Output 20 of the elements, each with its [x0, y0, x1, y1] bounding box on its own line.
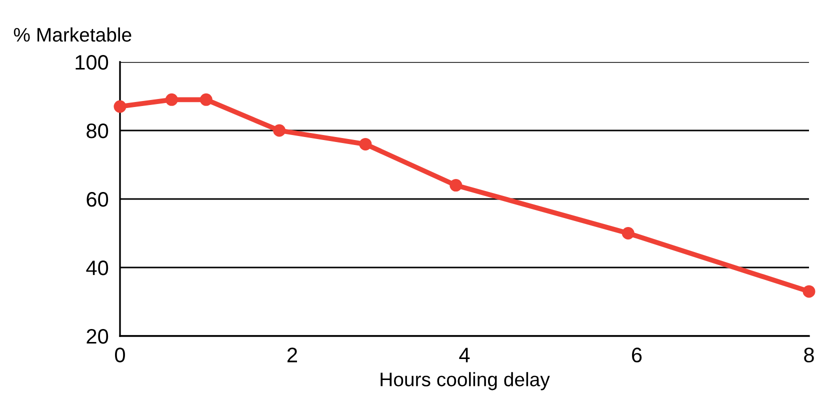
y-tick-label: 80: [86, 124, 108, 138]
y-tick-label: 100: [76, 55, 108, 70]
x-axis-title: Hours cooling delay: [380, 372, 550, 390]
x-tick-label: 0: [115, 348, 125, 362]
point: [114, 100, 126, 113]
y-tick-label: 40: [86, 260, 108, 276]
point: [622, 227, 634, 240]
x-tick-label: 4: [459, 348, 470, 362]
y-axis-title: % Marketable: [14, 27, 132, 42]
point: [450, 179, 462, 192]
point: [200, 93, 212, 106]
point: [359, 138, 372, 150]
x-tick-label: 6: [632, 348, 642, 362]
x-tick-label: 8: [804, 348, 814, 362]
y-tick-label: 60: [86, 192, 108, 207]
y-tick-label: 20: [86, 329, 108, 344]
point: [273, 124, 286, 137]
x-tick-label: 2: [288, 348, 297, 362]
point: [802, 285, 816, 298]
point: [165, 93, 178, 106]
